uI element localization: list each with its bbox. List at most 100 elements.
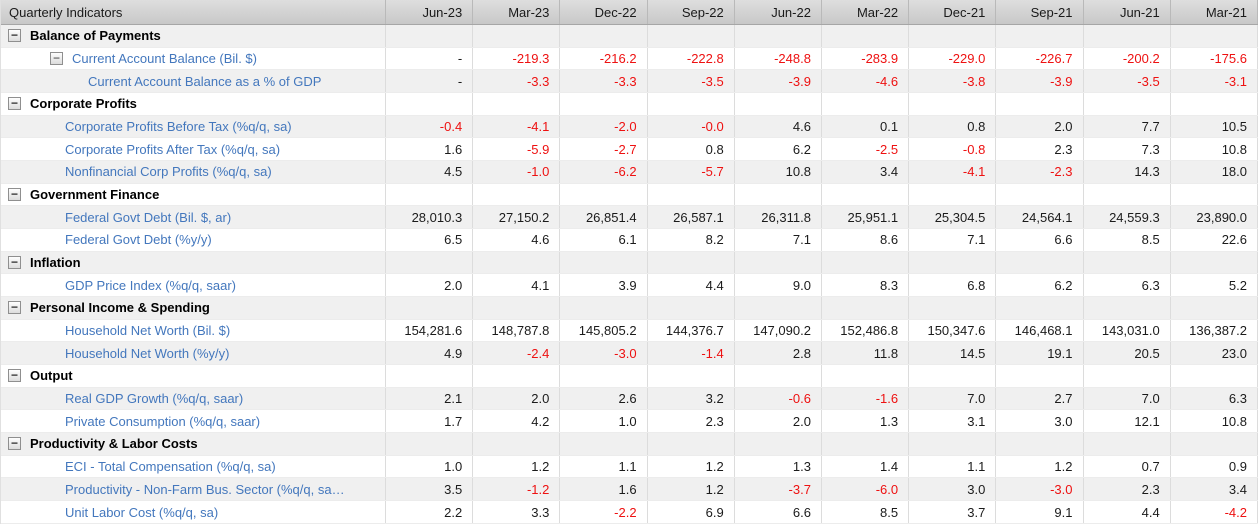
value-cell: 2.0	[385, 273, 474, 298]
indicator-link[interactable]: Household Net Worth (Bil. $)	[65, 323, 231, 339]
collapse-minus-icon[interactable]: −	[8, 369, 21, 383]
column-header-sep-22: Sep-22	[647, 0, 735, 25]
value-cell	[734, 92, 822, 116]
value-cell	[1170, 24, 1258, 48]
value-cell: 25,304.5	[908, 205, 997, 230]
value-cell: 1.2	[647, 455, 735, 479]
collapse-minus-icon[interactable]: −	[8, 437, 21, 451]
indicator-link[interactable]: Federal Govt Debt (Bil. $, ar)	[65, 209, 232, 225]
value-cell	[1083, 432, 1171, 456]
value-cell: 7.0	[908, 387, 997, 411]
category-label[interactable]: Corporate Profits	[30, 96, 137, 112]
indicator-link[interactable]: Current Account Balance (Bil. $)	[72, 51, 257, 66]
category-label[interactable]: Balance of Payments	[30, 28, 161, 44]
indicator-link[interactable]: Private Consumption (%q/q, saar)	[65, 413, 261, 429]
indicator-link[interactable]: Household Net Worth (%y/y)	[65, 345, 230, 361]
value-cell: 4.6	[472, 228, 561, 252]
value-cell: 2.2	[385, 500, 474, 524]
indicator-link[interactable]: Current Account Balance as a % of GDP	[88, 73, 322, 89]
value-cell: 26,587.1	[647, 205, 735, 230]
category-label[interactable]: Personal Income & Spending	[30, 300, 210, 316]
value-cell: 18.0	[1170, 160, 1258, 184]
value-cell: 10.8	[1170, 409, 1258, 434]
value-cell	[1083, 92, 1171, 116]
value-cell	[1170, 296, 1258, 320]
column-header-mar-22: Mar-22	[821, 0, 910, 25]
category-label[interactable]: Government Finance	[30, 187, 160, 203]
value-cell: 2.0	[734, 409, 822, 434]
value-cell	[908, 364, 997, 388]
value-cell	[908, 296, 997, 320]
value-cell: 4.4	[1083, 500, 1171, 524]
indicator-link[interactable]: Nonfinancial Corp Profits (%q/q, sa)	[65, 164, 272, 180]
category-label[interactable]: Productivity & Labor Costs	[30, 436, 198, 452]
indicator-link[interactable]: Federal Govt Debt (%y/y)	[65, 232, 212, 248]
value-cell	[647, 92, 735, 116]
table-row: − Balance of Payments	[1, 24, 1258, 48]
table-row: − Corporate Profits	[1, 92, 1258, 116]
collapse-minus-icon[interactable]: −	[8, 256, 21, 270]
value-cell	[995, 251, 1084, 275]
collapse-minus-icon[interactable]: −	[8, 188, 21, 202]
indicator-link[interactable]: ECI - Total Compensation (%q/q, sa)	[65, 459, 276, 475]
value-cell	[734, 364, 822, 388]
value-cell	[908, 24, 997, 48]
collapse-minus-icon[interactable]: −	[50, 52, 63, 65]
value-cell: 2.7	[995, 387, 1084, 411]
value-cell	[385, 92, 474, 116]
value-cell: 1.2	[647, 477, 735, 502]
value-cell: -1.2	[472, 477, 561, 502]
value-cell: -229.0	[908, 47, 997, 71]
value-cell	[1170, 432, 1258, 456]
indicator-name-cell: Household Net Worth (%y/y)	[1, 341, 386, 366]
value-cell: -3.0	[559, 341, 648, 366]
value-cell	[472, 364, 561, 388]
value-cell	[385, 364, 474, 388]
value-cell: -3.1	[1170, 69, 1258, 94]
value-cell: 1.0	[559, 409, 648, 434]
column-header-jun-21: Jun-21	[1083, 0, 1171, 25]
value-cell	[385, 24, 474, 48]
value-cell: 3.4	[1170, 477, 1258, 502]
value-cell: 2.3	[995, 137, 1084, 162]
collapse-minus-icon[interactable]: −	[8, 97, 21, 111]
value-cell: 4.9	[385, 341, 474, 366]
indicator-name-cell: Corporate Profits Before Tax (%q/q, sa)	[1, 115, 386, 139]
table-row: − Productivity & Labor Costs	[1, 432, 1258, 456]
value-cell: -3.0	[995, 477, 1084, 502]
value-cell: 0.8	[647, 137, 735, 162]
value-cell: 7.1	[908, 228, 997, 252]
indicator-link[interactable]: Productivity - Non-Farm Bus. Sector (%q/…	[65, 481, 345, 497]
category-label[interactable]: Output	[30, 368, 73, 384]
category-label[interactable]: Inflation	[30, 255, 81, 271]
value-cell: 10.5	[1170, 115, 1258, 139]
value-cell: -4.6	[821, 69, 910, 94]
value-cell: 1.4	[821, 455, 910, 479]
value-cell	[472, 24, 561, 48]
indicator-link[interactable]: Unit Labor Cost (%q/q, sa)	[65, 504, 219, 520]
indicator-link[interactable]: Real GDP Growth (%q/q, saar)	[65, 391, 244, 407]
collapse-minus-icon[interactable]: −	[8, 301, 21, 315]
value-cell	[1170, 183, 1258, 207]
value-cell	[1083, 251, 1171, 275]
collapse-minus-icon[interactable]: −	[8, 29, 21, 43]
table-row: ECI - Total Compensation (%q/q, sa) 1.0 1.…	[1, 455, 1258, 479]
header-row: Quarterly Indicators Jun-23 Mar-23 Dec-22 S…	[1, 0, 1258, 25]
indicator-link[interactable]: Corporate Profits After Tax (%q/q, sa)	[65, 141, 281, 157]
value-cell	[559, 92, 648, 116]
value-cell: -0.4	[385, 115, 474, 139]
value-cell: 0.7	[1083, 455, 1171, 479]
value-cell: 3.1	[908, 409, 997, 434]
value-cell: 4.6	[734, 115, 822, 139]
value-cell: 152,486.8	[821, 319, 910, 343]
indicator-link[interactable]: GDP Price Index (%q/q, saar)	[65, 277, 236, 293]
table-row: Real GDP Growth (%q/q, saar) 2.1 2.0 2.6 3.2…	[1, 387, 1258, 411]
value-cell: 9.0	[734, 273, 822, 298]
table-row: Corporate Profits After Tax (%q/q, sa) 1.…	[1, 137, 1258, 162]
indicator-link[interactable]: Corporate Profits Before Tax (%q/q, sa)	[65, 119, 292, 135]
value-cell	[1083, 24, 1171, 48]
value-cell: 14.5	[908, 341, 997, 366]
value-cell: 3.2	[647, 387, 735, 411]
value-cell	[559, 364, 648, 388]
